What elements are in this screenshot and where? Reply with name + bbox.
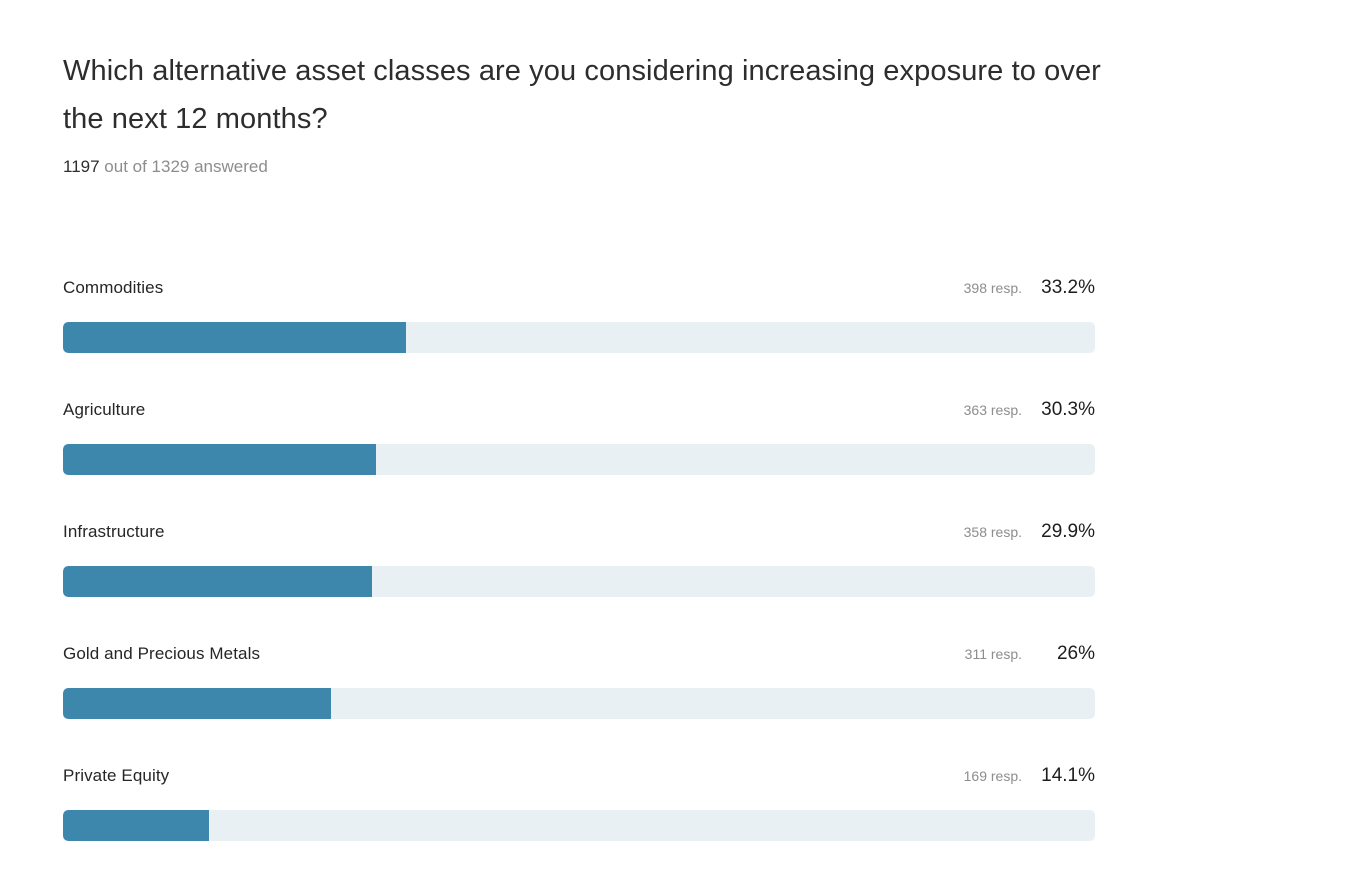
row-header: Commodities 398 resp. 33.2% (63, 277, 1095, 299)
bar-responses: 363 resp. (963, 402, 1022, 418)
bar-fill (63, 322, 406, 353)
bar-responses: 358 resp. (963, 524, 1022, 540)
bar-label: Agriculture (63, 400, 146, 419)
bar-fill (63, 444, 376, 475)
row-values: 398 resp. 33.2% (964, 277, 1095, 299)
bar-chart: Commodities 398 resp. 33.2% Agriculture … (63, 277, 1095, 841)
bar-percent: 33.2% (1041, 277, 1095, 298)
bar-track (63, 688, 1095, 719)
row-values: 358 resp. 29.9% (964, 521, 1095, 543)
row-values: 363 resp. 30.3% (964, 399, 1095, 421)
bar-label: Commodities (63, 278, 164, 297)
bar-row-infrastructure: Infrastructure 358 resp. 29.9% (63, 521, 1095, 597)
row-header: Agriculture 363 resp. 30.3% (63, 399, 1095, 421)
bar-row-commodities: Commodities 398 resp. 33.2% (63, 277, 1095, 353)
row-header: Gold and Precious Metals 311 resp. 26% (63, 643, 1095, 665)
bar-track (63, 566, 1095, 597)
bar-track (63, 322, 1095, 353)
bar-fill (63, 688, 332, 719)
bar-responses: 311 resp. (964, 646, 1022, 662)
answered-summary: 1197 out of 1329 answered (63, 156, 1366, 177)
bar-percent: 14.1% (1041, 765, 1095, 786)
bar-row-agriculture: Agriculture 363 resp. 30.3% (63, 399, 1095, 475)
row-values: 311 resp. 26% (965, 643, 1095, 665)
poll-results-page: Which alternative asset classes are you … (63, 55, 1366, 841)
answered-suffix: out of 1329 answered (99, 157, 268, 176)
bar-fill (63, 566, 372, 597)
bar-responses: 169 resp. (963, 768, 1022, 784)
bar-percent: 29.9% (1041, 521, 1095, 542)
row-values: 169 resp. 14.1% (964, 765, 1095, 787)
bar-label: Gold and Precious Metals (63, 644, 261, 663)
bar-responses: 398 resp. (963, 280, 1022, 296)
bar-track (63, 444, 1095, 475)
bar-percent: 30.3% (1041, 399, 1095, 420)
bar-track (63, 810, 1095, 841)
bar-row-private-equity: Private Equity 169 resp. 14.1% (63, 765, 1095, 841)
bar-label: Infrastructure (63, 522, 165, 541)
row-header: Infrastructure 358 resp. 29.9% (63, 521, 1095, 543)
row-header: Private Equity 169 resp. 14.1% (63, 765, 1095, 787)
answered-count: 1197 (63, 157, 100, 176)
bar-fill (63, 810, 209, 841)
bar-label: Private Equity (63, 766, 170, 785)
bar-row-gold-and-precious-metals: Gold and Precious Metals 311 resp. 26% (63, 643, 1095, 719)
page-title: Which alternative asset classes are you … (63, 55, 1101, 135)
bar-percent: 26% (1056, 643, 1095, 664)
